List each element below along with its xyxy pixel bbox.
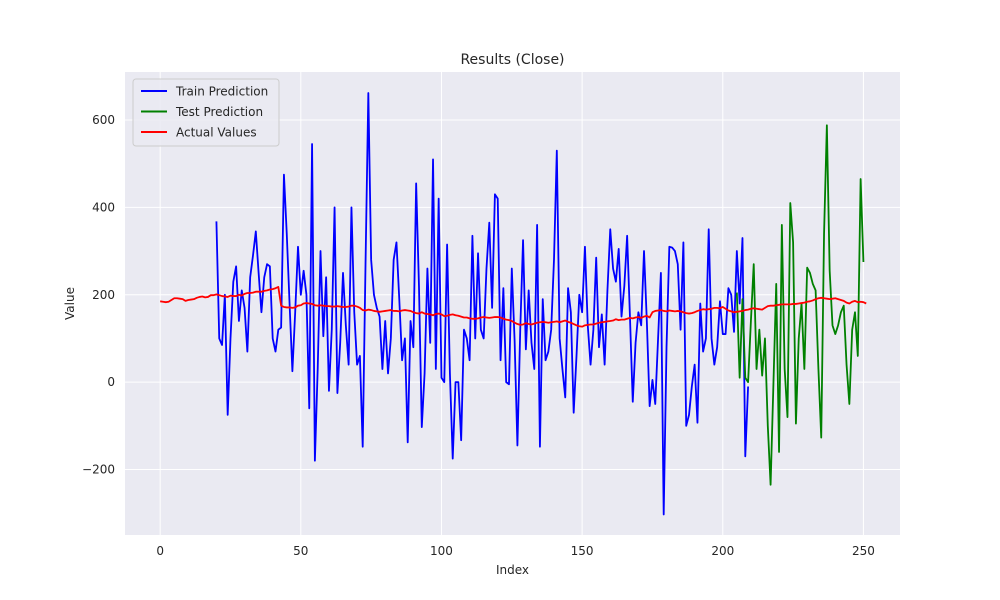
x-tick-label: 0 <box>156 544 164 558</box>
y-tick-label: 600 <box>92 113 115 127</box>
train-prediction-legend-label: Train Prediction <box>175 85 268 99</box>
legend-box <box>132 78 280 147</box>
y-tick-label: 400 <box>92 200 115 214</box>
x-tick-label: 100 <box>430 544 453 558</box>
y-tick-label: 0 <box>107 375 115 389</box>
series-layer <box>160 92 867 516</box>
chart-title: Results (Close) <box>460 52 564 68</box>
x-tick-label: 200 <box>711 544 734 558</box>
x-tick-label: 50 <box>293 544 308 558</box>
x-axis-label: Index <box>496 563 529 577</box>
test-prediction-legend-label: Test Prediction <box>175 105 263 119</box>
y-axis-label: Value <box>63 287 77 320</box>
test-prediction-line <box>735 124 865 486</box>
y-tick-label: −200 <box>82 462 115 476</box>
y-tick-labels: −200 0 200 400 600 <box>82 113 115 476</box>
train-prediction-line <box>215 92 749 516</box>
x-tick-label: 250 <box>852 544 875 558</box>
legend: Train Prediction Test Prediction Actual Va… <box>132 78 280 147</box>
x-tick-label: 150 <box>571 544 594 558</box>
actual-values-line <box>160 285 867 328</box>
x-tick-labels: 0 50 100 150 200 250 <box>156 544 875 558</box>
actual-values-legend-label: Actual Values <box>176 126 257 140</box>
y-tick-label: 200 <box>92 288 115 302</box>
